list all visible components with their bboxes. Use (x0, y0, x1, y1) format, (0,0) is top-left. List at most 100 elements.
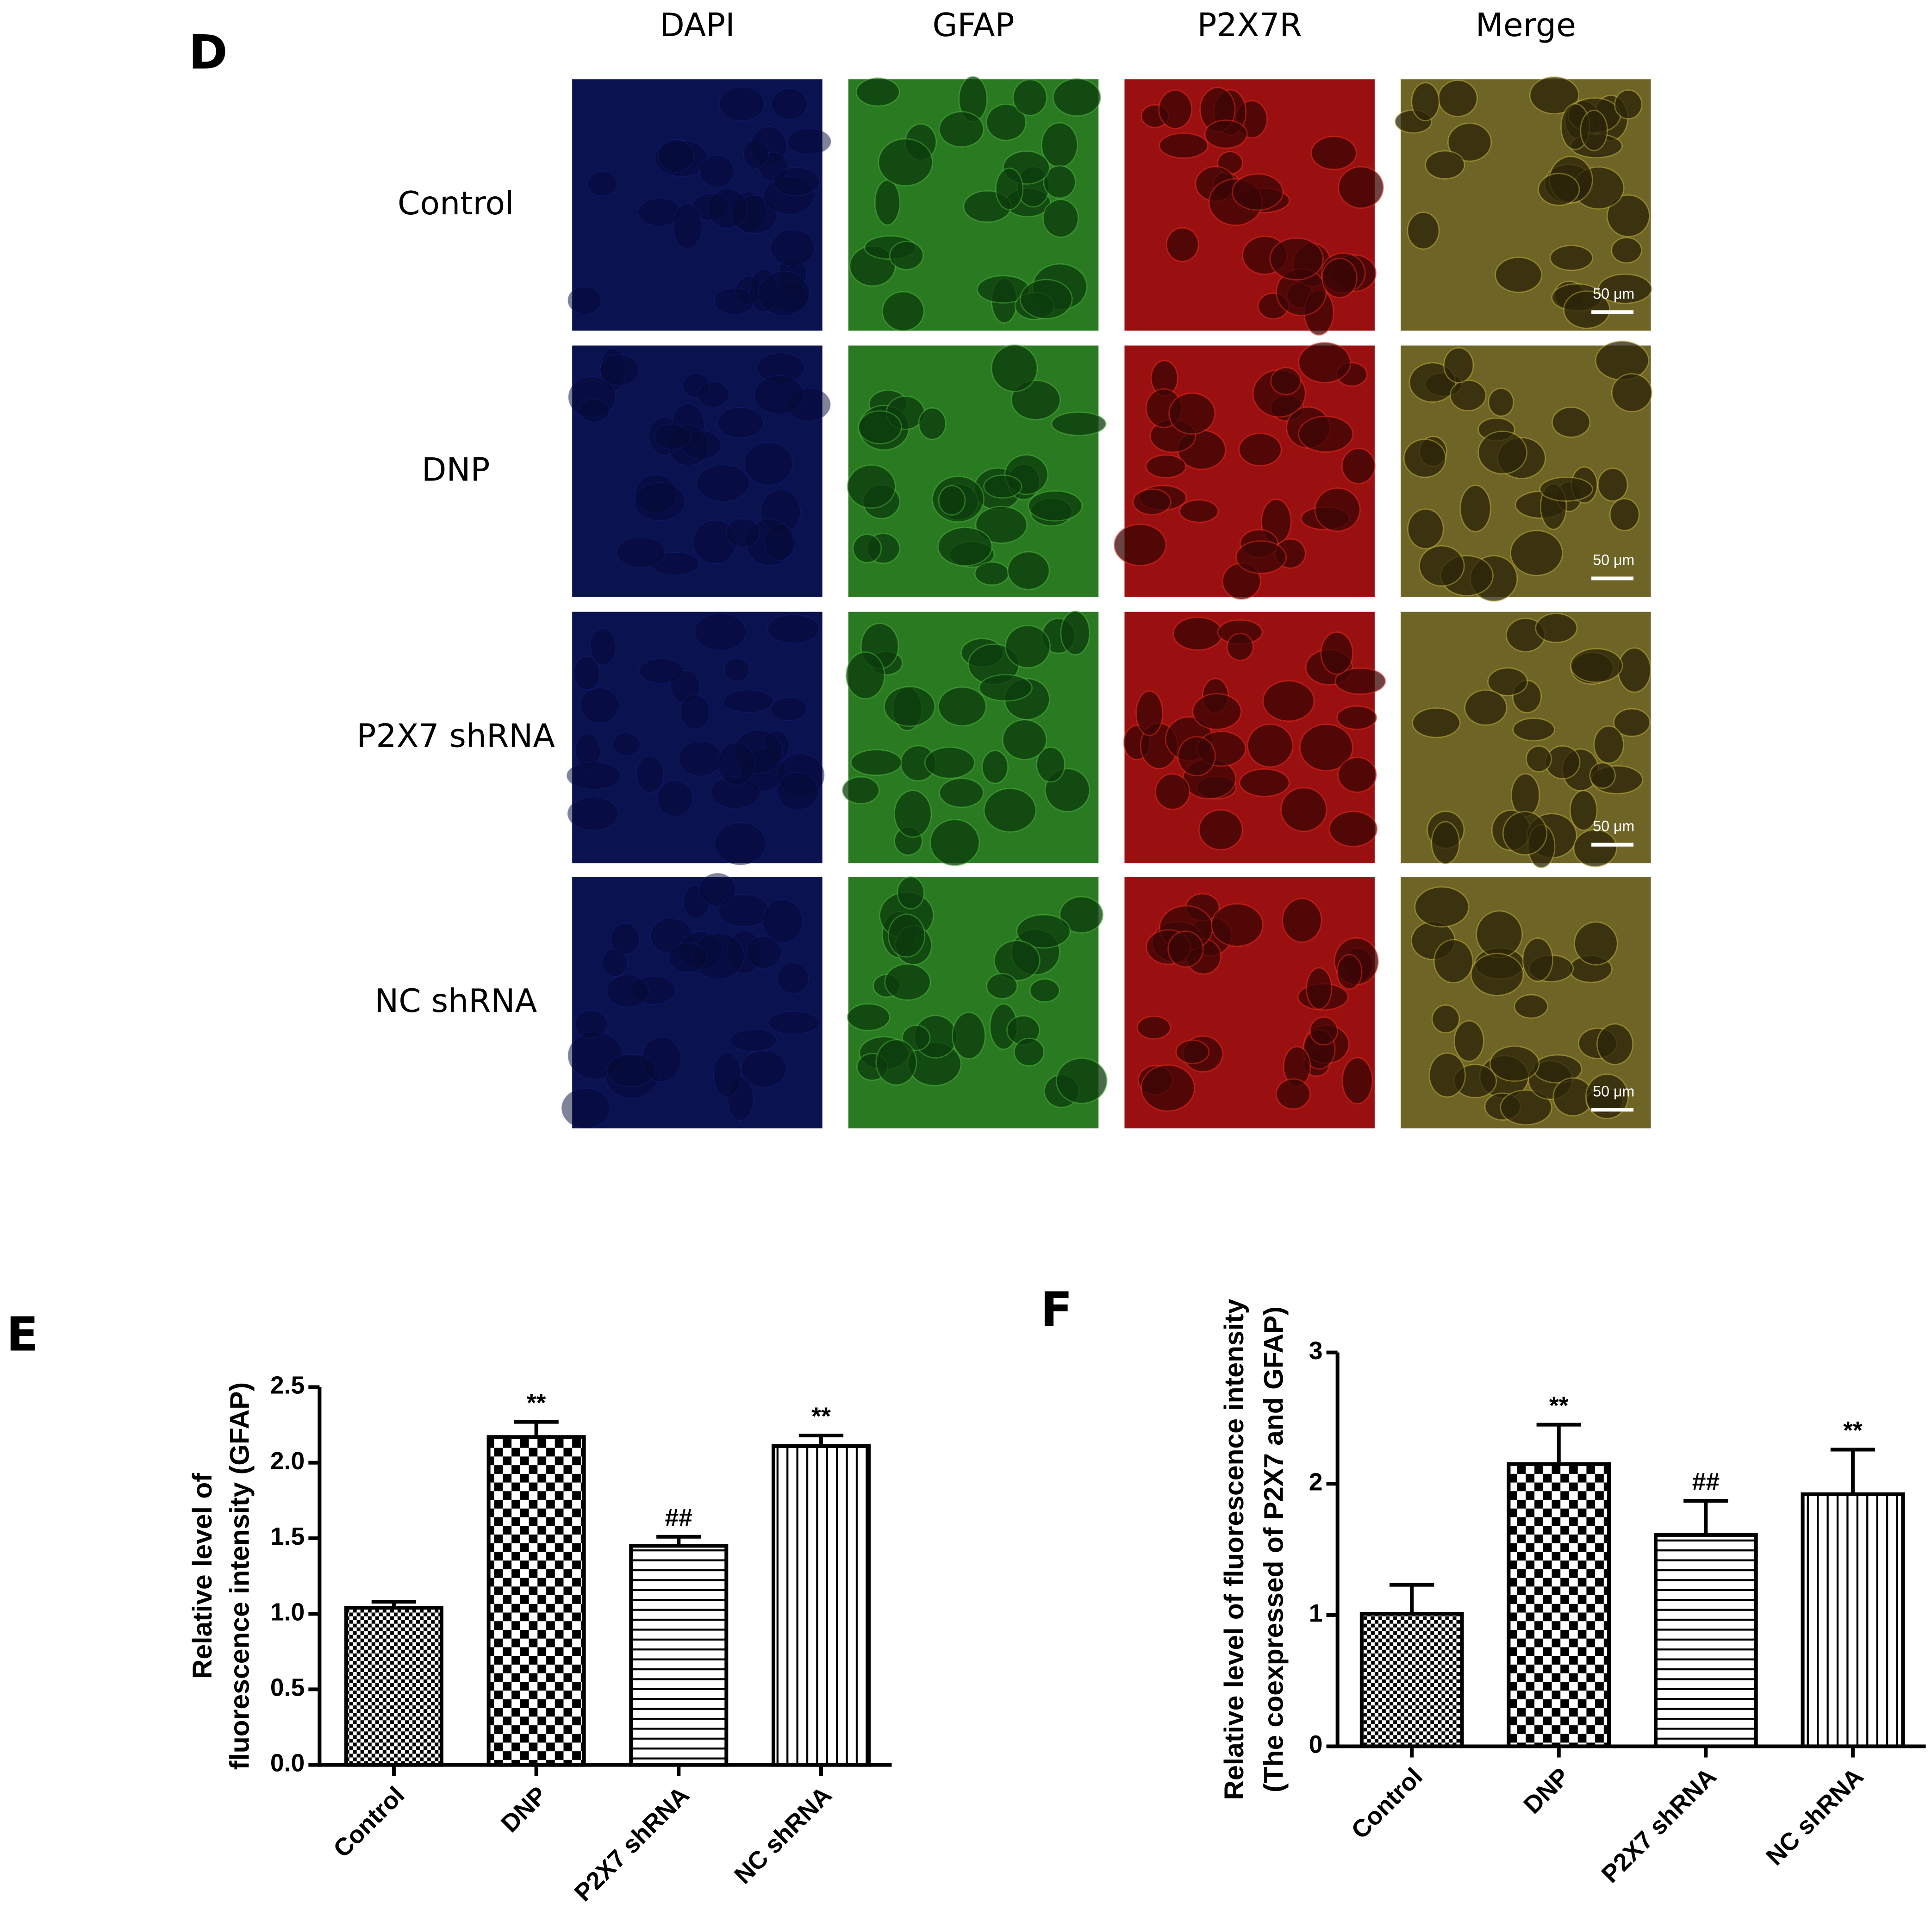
cell (1552, 406, 1591, 438)
cell (858, 410, 902, 444)
cell (1269, 237, 1324, 281)
cell (1238, 432, 1282, 467)
cell (698, 381, 729, 408)
cell (599, 354, 639, 386)
cell (1589, 762, 1616, 789)
cell (1019, 279, 1073, 319)
panel-label: F (1041, 1282, 1072, 1337)
cell (1192, 693, 1242, 730)
cell (668, 942, 708, 973)
cell (993, 940, 1041, 981)
cell (847, 1003, 891, 1031)
cell (1262, 680, 1315, 722)
cell-texture (1394, 76, 1652, 329)
cell (1336, 705, 1377, 730)
cell (1447, 122, 1492, 162)
cell (696, 464, 750, 502)
bar (486, 1435, 586, 1767)
cell (575, 1010, 608, 1039)
cell (855, 77, 900, 107)
cell (713, 1052, 742, 1098)
cell (1459, 485, 1491, 532)
cell (1438, 80, 1478, 117)
cell (1488, 387, 1514, 417)
cell (852, 533, 882, 563)
cell (1247, 724, 1294, 768)
row-label: Control (398, 185, 514, 222)
cell (1314, 487, 1361, 532)
cell (952, 1011, 986, 1060)
cell (1464, 689, 1508, 726)
cell (1002, 719, 1047, 760)
y-axis-label: (The coexpressed of P2X7 and GFAP) (1259, 1306, 1289, 1792)
cell (1431, 1005, 1460, 1034)
bar (344, 1606, 443, 1767)
cell (1535, 613, 1578, 643)
cell (881, 291, 925, 331)
bar (1801, 1492, 1905, 1748)
cell (1051, 412, 1107, 436)
cell (893, 790, 932, 838)
cell (1299, 724, 1353, 772)
cell (1574, 921, 1618, 966)
cell (767, 1011, 820, 1035)
cell (845, 651, 885, 699)
cell-texture (567, 87, 831, 316)
cell (1029, 978, 1060, 1003)
cell (938, 111, 985, 148)
cell (1476, 910, 1523, 958)
cell (1239, 768, 1290, 797)
cell (1232, 173, 1284, 211)
cell (743, 139, 769, 169)
cell (580, 687, 620, 724)
cell (902, 1024, 931, 1051)
cell (787, 128, 831, 155)
y-tick-label: 2.5 (270, 1372, 305, 1399)
cell (1172, 617, 1223, 651)
cell (1159, 132, 1209, 159)
cell (1282, 898, 1322, 943)
y-tick-label: 1 (1309, 1600, 1323, 1627)
cell (1158, 89, 1193, 129)
cell (741, 1050, 787, 1088)
cell (1270, 367, 1302, 395)
cell (1052, 78, 1102, 117)
cell (1004, 624, 1051, 668)
value-label: ** (1843, 1417, 1863, 1444)
bar (1359, 1612, 1464, 1748)
cell (1154, 773, 1190, 810)
cell (1489, 1045, 1540, 1082)
cell (639, 658, 684, 684)
cell (1500, 1089, 1552, 1126)
cell (1275, 1078, 1311, 1110)
cell (841, 776, 880, 805)
cell (1336, 954, 1363, 990)
cell (850, 749, 903, 776)
cell (1298, 416, 1354, 453)
cell (673, 203, 703, 249)
cell-texture (568, 348, 831, 575)
cell (1334, 667, 1386, 695)
cell (1549, 245, 1594, 271)
bar (1653, 1533, 1758, 1748)
cell (567, 286, 602, 315)
cell (1055, 1057, 1108, 1104)
cell (1043, 165, 1076, 199)
cell (606, 974, 649, 1007)
cell (1167, 930, 1204, 968)
cell (699, 873, 736, 906)
cell (983, 474, 1022, 499)
cell (723, 689, 774, 713)
cell (1529, 76, 1580, 115)
cell (1596, 1023, 1633, 1065)
cell (1477, 431, 1527, 474)
cell (1310, 136, 1357, 170)
column-header: DAPI (660, 6, 735, 44)
cell (884, 963, 931, 1001)
cell (1036, 746, 1066, 783)
value-label: ## (1692, 1468, 1720, 1496)
scale-bar-label: 50 μm (1593, 551, 1634, 568)
cell (1136, 1016, 1171, 1040)
y-tick-label: 3 (1309, 1337, 1323, 1365)
cell (1449, 380, 1487, 412)
